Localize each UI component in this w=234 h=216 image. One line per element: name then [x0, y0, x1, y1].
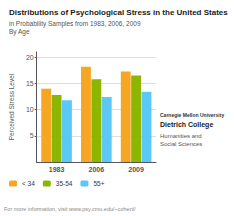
- svg-text:Distributions of Psychological: Distributions of Psychological Stress in…: [9, 8, 228, 17]
- svg-text:15: 15: [26, 80, 34, 87]
- svg-text:2006: 2006: [89, 166, 105, 173]
- svg-text:For more information, visit ww: For more information, visit www.psy.cmu.…: [4, 206, 136, 212]
- svg-text:By Age: By Age: [9, 28, 30, 36]
- svg-text:35-54: 35-54: [56, 180, 73, 187]
- svg-text:Dietrich College: Dietrich College: [160, 121, 213, 129]
- svg-text:1983: 1983: [49, 166, 65, 173]
- svg-text:Perceived Stress Level: Perceived Stress Level: [8, 73, 15, 140]
- svg-text:2009: 2009: [128, 166, 144, 173]
- svg-text:Humanities and: Humanities and: [160, 133, 202, 139]
- svg-text:Carnegie Mellon University: Carnegie Mellon University: [160, 112, 224, 118]
- svg-text:< 34: < 34: [22, 180, 35, 187]
- svg-text:5: 5: [30, 132, 34, 139]
- svg-text:in Probability Samples from 19: in Probability Samples from 1983, 2006, …: [9, 20, 141, 28]
- svg-text:20: 20: [26, 54, 34, 61]
- svg-text:10: 10: [26, 106, 34, 113]
- svg-text:55+: 55+: [93, 180, 104, 187]
- svg-text:Social Sciences: Social Sciences: [160, 141, 202, 147]
